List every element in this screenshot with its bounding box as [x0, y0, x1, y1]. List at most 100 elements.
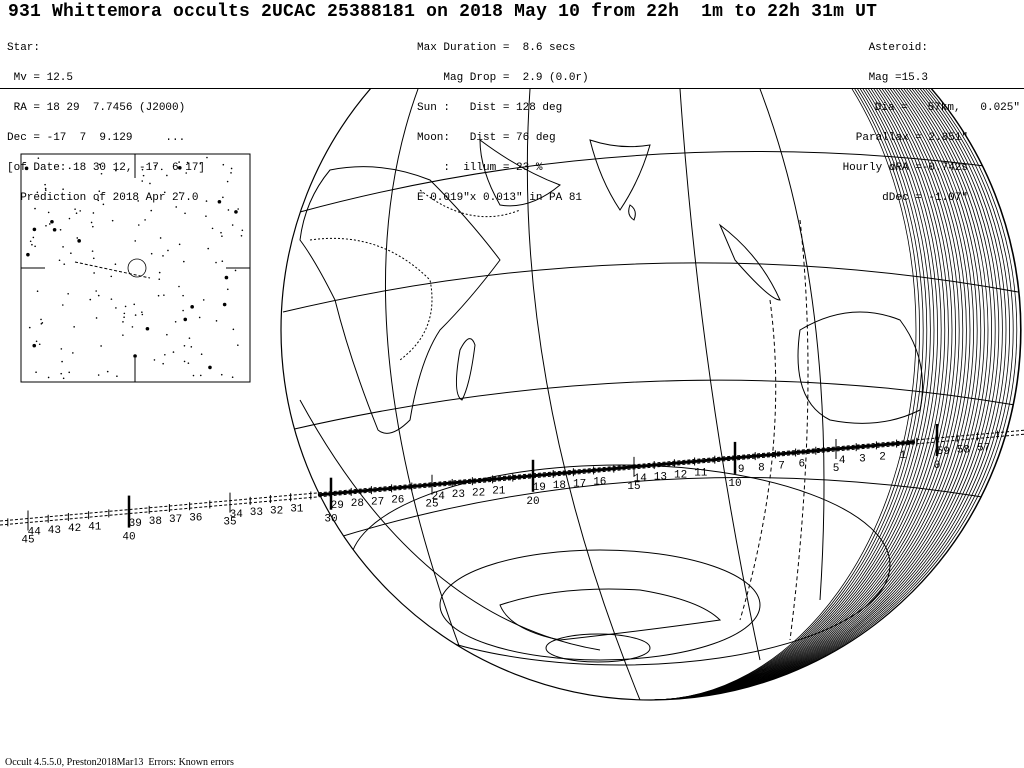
minute-label: 15 — [627, 481, 640, 493]
shadow-band-line — [650, 89, 1014, 700]
minute-label: 41 — [88, 521, 102, 533]
minute-label: 26 — [391, 495, 404, 507]
star-dot — [226, 180, 229, 183]
star-dot — [178, 165, 182, 170]
minute-label: 3 — [859, 453, 866, 465]
star-dot — [114, 263, 117, 266]
star-dot — [220, 231, 222, 234]
star-dot — [192, 374, 195, 377]
star-dot — [141, 313, 144, 316]
star-dot — [162, 362, 164, 365]
star-dot — [98, 163, 101, 166]
star-dot — [63, 263, 66, 265]
star-dot — [150, 252, 153, 255]
star-dot — [123, 316, 125, 319]
shadow-band-line — [650, 89, 985, 700]
star-dot — [102, 203, 105, 206]
star-dot — [133, 354, 137, 358]
shadow-band-line — [650, 89, 974, 700]
asteroid-info: Asteroid: Mag =15.3 Dia = 57km, 0.025" P… — [843, 23, 1020, 223]
asteroid-info-line: Dia = 57km, 0.025" — [874, 102, 1020, 114]
star-dot — [217, 199, 222, 204]
asteroid-info-line: Asteroid: — [868, 42, 928, 54]
star-dot — [68, 217, 71, 220]
minute-label: 29 — [331, 500, 344, 512]
minute-label: 43 — [48, 525, 61, 537]
minute-label: 57 — [977, 443, 990, 455]
star-dot — [52, 227, 57, 232]
africa-outline — [299, 166, 501, 434]
minute-label: 37 — [169, 514, 182, 526]
minute-label: 28 — [351, 498, 364, 510]
shadow-band-line — [650, 89, 971, 700]
star-dot — [221, 235, 223, 237]
star-dot — [122, 321, 124, 323]
star-dot — [226, 288, 229, 291]
minute-label: 12 — [674, 469, 687, 481]
shadow-band-line — [650, 89, 1010, 700]
star-dot — [186, 161, 189, 164]
path-limit-north — [0, 429, 1024, 522]
minute-label: 16 — [593, 477, 606, 489]
minute-label: 21 — [492, 486, 506, 498]
star-dot — [60, 348, 63, 350]
star-info-line: Dec = -17 7 9.129 ... — [7, 132, 186, 144]
star-dot — [24, 166, 29, 171]
australia-outline — [797, 311, 923, 424]
minute-label: 17 — [573, 478, 586, 490]
star-dot — [241, 229, 244, 232]
shadow-band-line — [650, 89, 938, 700]
star-dot — [205, 200, 208, 202]
event-info-line: Moon: Dist = 76 deg — [417, 132, 556, 144]
star-dot — [149, 182, 151, 185]
star-dot — [166, 333, 168, 336]
star-info-line: Mv = 12.5 — [7, 72, 74, 84]
path-limit-south — [0, 433, 1024, 526]
shadow-band-line — [650, 89, 1003, 700]
star-info-line: RA = 18 29 7.7456 (J2000) — [7, 102, 186, 114]
star-dot — [179, 191, 181, 194]
page-title: 931 Whittemora occults 2UCAC 25388181 on… — [8, 2, 878, 22]
star-dot — [164, 353, 166, 356]
shadow-band-line — [650, 89, 928, 700]
star-dot — [187, 362, 190, 364]
star-dot — [100, 345, 102, 347]
star-dot — [98, 190, 101, 193]
star-dot — [175, 206, 178, 208]
minute-label: 4 — [839, 455, 846, 467]
star-dot — [172, 351, 175, 353]
star-dot — [198, 316, 201, 319]
minute-label: 39 — [129, 518, 142, 530]
minute-label: 44 — [28, 527, 42, 539]
star-dot — [144, 219, 146, 221]
path-centre-line — [317, 440, 916, 497]
star-dot — [35, 340, 38, 343]
star-dot — [167, 249, 169, 252]
star-dot — [134, 314, 137, 316]
star-dot — [90, 221, 93, 224]
star-dot — [211, 227, 214, 230]
star-dot — [205, 215, 207, 217]
star-dot — [215, 261, 217, 264]
shadow-band-line — [650, 89, 917, 700]
star-dot — [79, 210, 82, 212]
star-dot — [97, 374, 100, 376]
minute-label: 7 — [778, 461, 785, 473]
star-dot — [131, 326, 134, 328]
star-dot — [77, 239, 81, 243]
minute-label: 11 — [694, 468, 708, 480]
star-dot — [111, 219, 114, 222]
star-info: Star: Mv = 12.5 RA = 18 29 7.7456 (J2000… — [7, 23, 205, 223]
star-dot — [31, 243, 33, 246]
star-dot — [160, 168, 163, 171]
star-dot — [207, 247, 210, 250]
star-dot — [38, 343, 41, 346]
star-info-line: Prediction of 2018 Apr 27.0 — [7, 192, 199, 204]
star-dot — [92, 225, 94, 228]
star-dot — [110, 275, 113, 278]
star-dot — [95, 290, 97, 292]
india-outline — [589, 139, 651, 211]
star-dot — [75, 212, 78, 214]
minute-label: 19 — [533, 482, 546, 494]
star-dot — [231, 224, 234, 226]
